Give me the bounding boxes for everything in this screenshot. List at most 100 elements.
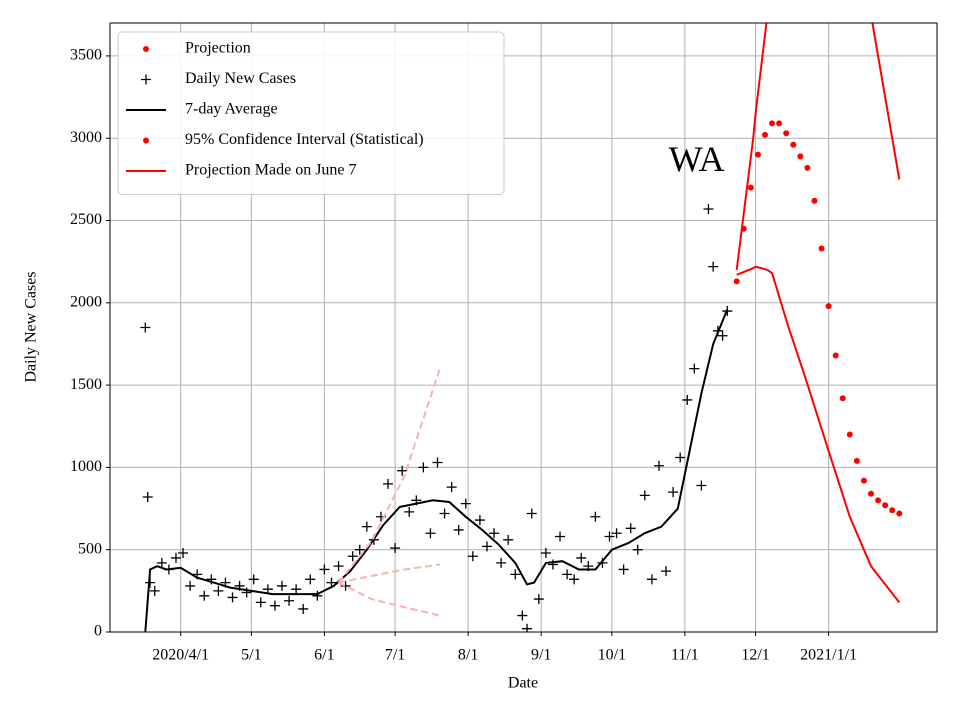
x-tick-label: 12/1 [741, 647, 769, 664]
case-marker [632, 544, 643, 555]
legend-label: Daily New Cases [185, 70, 296, 87]
x-tick-label: 8/1 [458, 647, 478, 664]
x-tick-label: 6/1 [314, 647, 334, 664]
case-marker [708, 261, 719, 272]
case-marker [439, 508, 450, 519]
case-marker [533, 594, 544, 605]
y-tick-label: 500 [78, 540, 102, 557]
projection-dot [754, 151, 761, 158]
case-marker [682, 394, 693, 405]
projection-dot [825, 303, 832, 310]
annotation: WA [669, 139, 725, 179]
x-tick-label: 7/1 [385, 647, 405, 664]
y-tick-label: 0 [94, 623, 102, 640]
case-marker [298, 603, 309, 614]
case-marker [255, 597, 266, 608]
case-marker [269, 600, 280, 611]
case-marker [185, 580, 196, 591]
case-marker [668, 487, 679, 498]
y-tick-label: 2500 [70, 211, 102, 228]
legend-label: 7-day Average [185, 101, 278, 118]
case-marker [199, 590, 210, 601]
case-marker [361, 521, 372, 532]
case-marker [142, 492, 153, 503]
case-marker [625, 523, 636, 534]
y-tick-label: 1000 [70, 458, 102, 475]
projection-dot [889, 507, 896, 514]
case-marker [404, 506, 415, 517]
case-marker [446, 482, 457, 493]
legend-box [117, 31, 505, 195]
case-marker [503, 534, 514, 545]
case-marker [284, 595, 295, 606]
x-tick-label: 9/1 [531, 647, 551, 664]
x-axis-label: Date [508, 675, 538, 692]
case-marker [590, 511, 601, 522]
case-marker [354, 544, 365, 555]
case-marker [618, 564, 629, 575]
case-marker [248, 574, 259, 585]
case-marker [481, 541, 492, 552]
projection-dot [762, 131, 769, 138]
projection-dot [896, 510, 903, 517]
interval-line [337, 368, 441, 584]
case-marker [653, 460, 664, 471]
projection-dot [776, 120, 783, 127]
case-marker [227, 592, 238, 603]
case-marker [661, 566, 672, 577]
projection-dot [818, 245, 825, 252]
case-marker [646, 574, 657, 585]
x-tick-label: 5/1 [241, 647, 261, 664]
projection-dot [853, 457, 860, 464]
legend-label: Projection Made on June 7 [185, 162, 357, 179]
case-marker [496, 557, 507, 568]
case-marker [540, 547, 551, 558]
y-tick-label: 3500 [70, 47, 102, 64]
average-line [144, 309, 729, 632]
projection-dot [747, 184, 754, 191]
case-marker [467, 551, 478, 562]
projection-dot [811, 197, 818, 204]
plot-frame [109, 22, 938, 633]
case-marker [696, 480, 707, 491]
interval-line [338, 581, 441, 617]
case-marker [312, 590, 323, 601]
interval-line [736, 265, 901, 604]
case-marker [474, 515, 485, 526]
case-marker [460, 498, 471, 509]
interval-line [735, 23, 901, 271]
case-marker [149, 585, 160, 596]
legend-marker [143, 46, 149, 52]
case-marker [611, 528, 622, 539]
projection-dot [832, 352, 839, 359]
case-marker [703, 203, 714, 214]
projection-dot [882, 502, 889, 509]
plot-area [140, 23, 903, 632]
projection-dot [769, 120, 776, 127]
case-marker [340, 580, 351, 591]
case-marker [510, 569, 521, 580]
case-marker [390, 543, 401, 554]
projection-dot [797, 153, 804, 160]
case-marker [319, 564, 330, 575]
case-marker [526, 508, 537, 519]
case-marker [383, 478, 394, 489]
x-tick-label: 11/1 [671, 647, 699, 664]
case-marker [425, 528, 436, 539]
case-marker [453, 524, 464, 535]
projection-dot [875, 497, 882, 504]
case-marker [489, 528, 500, 539]
average-line [338, 563, 441, 584]
y-tick-label: 1500 [70, 376, 102, 393]
case-marker [562, 569, 573, 580]
case-marker [576, 552, 587, 563]
case-marker [305, 574, 316, 585]
y-tick-label: 2000 [70, 293, 102, 310]
projection-dot [804, 164, 811, 171]
case-marker [347, 551, 358, 562]
legend-marker [143, 137, 149, 144]
projection-dot [839, 395, 846, 402]
case-marker [291, 584, 302, 595]
case-marker [604, 531, 615, 542]
